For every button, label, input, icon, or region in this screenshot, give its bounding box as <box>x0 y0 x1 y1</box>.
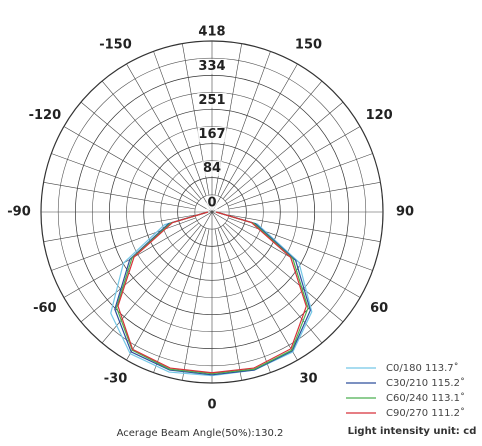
angle-label: -120 <box>29 108 62 123</box>
beam-angle-note: Acerage Beam Angle(50%):130.2 <box>117 428 284 439</box>
spoke <box>211 126 361 213</box>
spoke <box>214 228 242 381</box>
angle-label: -60 <box>33 301 57 316</box>
spoke <box>43 182 196 210</box>
spoke <box>51 217 196 271</box>
legend-label: C0/180 113.7˚ <box>386 362 459 374</box>
angle-label: 90 <box>396 205 414 220</box>
radial-label: 0 <box>207 196 216 211</box>
angle-label: 150 <box>295 37 322 52</box>
label-bg <box>197 58 227 74</box>
legend-label: C30/210 115.2˚ <box>386 377 465 389</box>
spoke <box>80 222 200 323</box>
spoke <box>63 126 213 213</box>
spoke <box>182 228 210 381</box>
angle-label: -150 <box>99 37 132 52</box>
angle-label: 30 <box>299 372 317 387</box>
spoke <box>224 101 344 202</box>
spoke <box>217 51 271 196</box>
radial-label: 167 <box>198 127 225 142</box>
spoke <box>101 224 202 344</box>
label-bg <box>201 161 223 177</box>
label-bg <box>197 24 227 40</box>
spoke <box>153 51 207 196</box>
spoke <box>126 211 213 361</box>
label-bg <box>197 92 227 108</box>
label-bg <box>197 127 227 143</box>
spoke <box>43 214 196 242</box>
intensity-curve <box>115 211 309 375</box>
angle-label: -90 <box>7 205 31 220</box>
angle-label: 120 <box>366 108 393 123</box>
legend-label: C60/240 113.1˚ <box>386 392 465 404</box>
radial-label: 334 <box>198 59 225 74</box>
angle-label: 60 <box>370 301 388 316</box>
spoke <box>211 211 361 298</box>
spoke <box>101 80 202 200</box>
unit-note: Light intensity unit: cd <box>348 426 477 437</box>
radial-label: 84 <box>203 161 221 176</box>
spoke <box>222 224 323 344</box>
spoke <box>228 217 373 271</box>
spoke <box>228 153 373 207</box>
legend-label: C90/270 111.2˚ <box>386 407 465 419</box>
intensity-curve <box>110 211 313 377</box>
spoke <box>224 222 344 323</box>
spoke <box>211 211 298 361</box>
spoke <box>80 101 200 202</box>
angle-label: 0 <box>207 398 216 413</box>
radial-label: 251 <box>198 93 225 108</box>
spoke <box>63 211 213 298</box>
spoke <box>211 63 298 213</box>
spoke <box>217 228 271 373</box>
spoke <box>228 182 381 210</box>
spoke <box>222 80 323 200</box>
spoke <box>153 228 207 373</box>
radial-label: 418 <box>198 25 225 40</box>
angle-label: -30 <box>104 372 128 387</box>
intensity-curve <box>114 211 311 376</box>
spoke <box>51 153 196 207</box>
spoke <box>228 214 381 242</box>
intensity-curve <box>117 211 307 374</box>
label-bg <box>206 195 218 211</box>
spoke <box>126 63 213 213</box>
